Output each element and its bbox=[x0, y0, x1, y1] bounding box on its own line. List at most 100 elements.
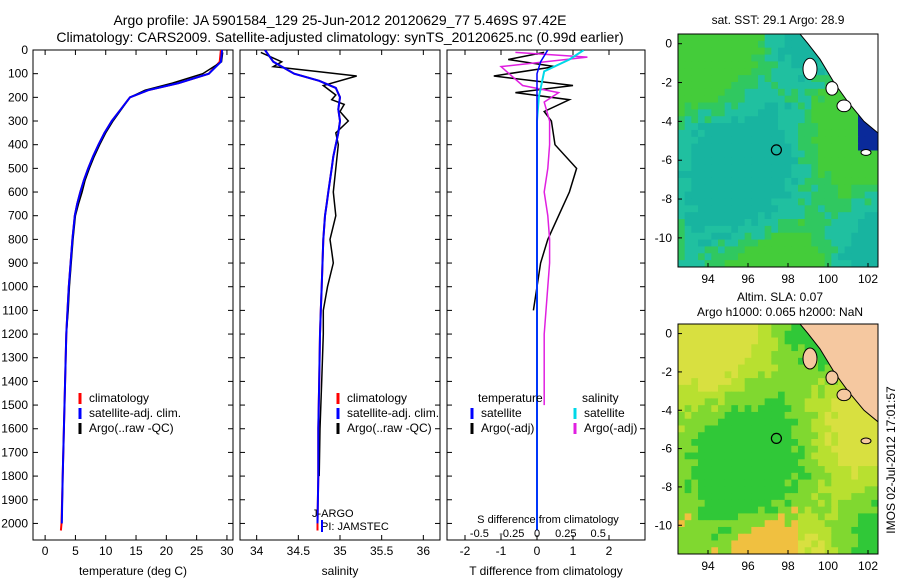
map-cell bbox=[684, 439, 692, 447]
map-cell bbox=[798, 452, 806, 460]
map-cell bbox=[784, 378, 792, 386]
map-cell bbox=[744, 493, 752, 501]
map-y-tick-label: -6 bbox=[661, 153, 672, 167]
map-cell bbox=[751, 246, 759, 254]
map-cell bbox=[684, 324, 692, 332]
map-cell bbox=[724, 398, 732, 406]
map-cell bbox=[751, 219, 759, 227]
map-cell bbox=[844, 150, 852, 158]
map-cell bbox=[751, 88, 759, 97]
map-cell bbox=[784, 116, 792, 124]
map-cell bbox=[744, 109, 752, 117]
map-cell bbox=[711, 513, 719, 521]
map-cell bbox=[751, 171, 759, 179]
map-cell bbox=[751, 324, 759, 332]
map-cell bbox=[778, 225, 786, 234]
map-cell bbox=[818, 61, 826, 69]
map-cell bbox=[678, 40, 686, 49]
map-cell bbox=[818, 506, 826, 515]
map-cell bbox=[751, 260, 759, 267]
y-tick-label: 100 bbox=[8, 67, 28, 81]
map-cell bbox=[778, 371, 786, 379]
map-cell bbox=[864, 171, 872, 179]
map-cell bbox=[758, 344, 766, 352]
map-cell bbox=[711, 371, 719, 379]
map-cell bbox=[684, 232, 692, 241]
map-cell bbox=[738, 520, 746, 528]
map-cell bbox=[764, 391, 772, 400]
map-cell bbox=[711, 425, 719, 433]
map-y-tick-label: 0 bbox=[665, 37, 672, 51]
map-cell bbox=[798, 68, 806, 76]
map-cell bbox=[711, 499, 719, 508]
map-cell bbox=[771, 205, 779, 213]
map-cell bbox=[724, 47, 732, 56]
map-cell bbox=[724, 411, 732, 420]
map-cell bbox=[798, 378, 806, 386]
map-cell bbox=[764, 520, 772, 528]
map-cell bbox=[711, 337, 719, 345]
map-cell bbox=[844, 533, 852, 542]
map-cell bbox=[858, 547, 866, 554]
map-cell bbox=[751, 520, 759, 528]
map-cell bbox=[724, 337, 732, 345]
map-cell bbox=[831, 526, 839, 535]
map-cell bbox=[838, 445, 846, 454]
x-tick-label: -2 bbox=[460, 544, 471, 558]
map-cell bbox=[824, 398, 832, 406]
map-cell bbox=[798, 499, 806, 508]
map-cell bbox=[758, 191, 766, 200]
map-cell bbox=[718, 143, 726, 152]
map-cell bbox=[778, 61, 786, 69]
map-cell bbox=[838, 493, 846, 501]
map-cell bbox=[871, 533, 878, 542]
map-cell bbox=[778, 102, 786, 110]
map-cell bbox=[824, 232, 832, 241]
map-cell bbox=[698, 205, 706, 213]
map-cell bbox=[811, 246, 819, 254]
x-axis-label: temperature (deg C) bbox=[79, 564, 187, 578]
map-cell bbox=[818, 191, 826, 200]
map-cell bbox=[678, 81, 686, 90]
map-cell bbox=[811, 499, 819, 508]
legend-title: temperature bbox=[478, 391, 543, 405]
map-cell bbox=[758, 212, 766, 220]
map-cell bbox=[684, 164, 692, 172]
map-cell bbox=[791, 253, 799, 261]
map-cell bbox=[698, 136, 706, 145]
map-cell bbox=[824, 102, 832, 110]
map-cell bbox=[798, 232, 806, 241]
map-cell bbox=[771, 212, 779, 220]
legend-label: Argo(-adj) bbox=[584, 421, 637, 435]
map-cell bbox=[798, 425, 806, 433]
map-cell bbox=[698, 225, 706, 234]
map-cell bbox=[824, 493, 832, 501]
map-cell bbox=[844, 439, 852, 447]
map-cell bbox=[771, 418, 779, 427]
map-cell bbox=[811, 171, 819, 179]
map-cell bbox=[751, 405, 759, 413]
map-cell bbox=[831, 225, 839, 234]
map-cell bbox=[784, 219, 792, 227]
x-tick-label: 1 bbox=[570, 544, 577, 558]
map-cell bbox=[704, 472, 712, 481]
map-cell bbox=[744, 452, 752, 460]
map-cell bbox=[798, 34, 806, 42]
map-cell bbox=[831, 479, 839, 487]
map-cell bbox=[718, 171, 726, 179]
map-cell bbox=[738, 493, 746, 501]
map-cell bbox=[791, 177, 799, 186]
map-cell bbox=[818, 109, 826, 117]
map-cell bbox=[698, 95, 706, 104]
map-cell bbox=[864, 205, 872, 213]
map-cell bbox=[751, 344, 759, 352]
map-cell bbox=[824, 123, 832, 131]
map-cell bbox=[771, 364, 779, 372]
map-cell bbox=[831, 486, 839, 494]
map-cell bbox=[824, 479, 832, 487]
map-cell bbox=[704, 324, 712, 332]
map-cell bbox=[704, 191, 712, 200]
map-cell bbox=[724, 54, 732, 63]
map-cell bbox=[831, 150, 839, 158]
map-cell bbox=[764, 384, 772, 393]
